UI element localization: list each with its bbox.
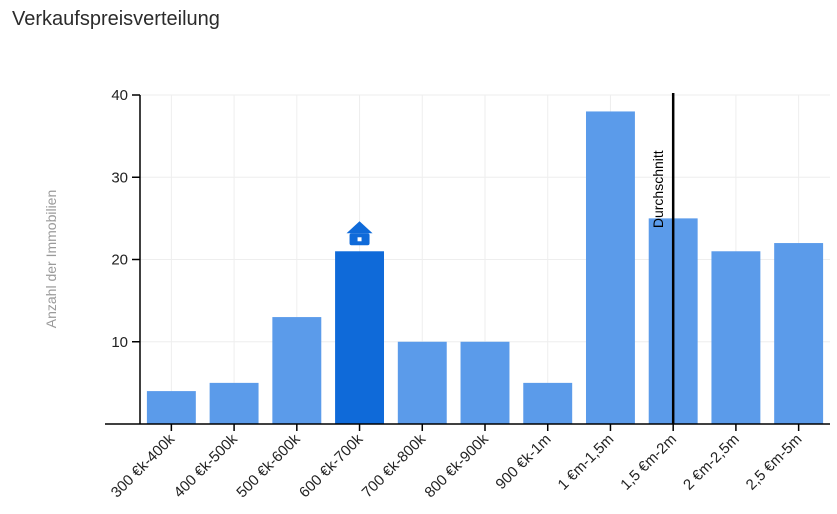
- bar[interactable]: [711, 251, 761, 424]
- x-tick-label: 700 €k-800k: [359, 430, 430, 501]
- bar[interactable]: [209, 382, 259, 424]
- y-tick-label: 30: [111, 169, 128, 186]
- house-icon-roof: [346, 221, 373, 234]
- bar[interactable]: [585, 111, 635, 424]
- bar[interactable]: [397, 341, 447, 424]
- y-tick-label: 40: [111, 87, 128, 104]
- average-layer: Durchschnitt: [650, 93, 675, 424]
- bar-highlighted[interactable]: [335, 251, 385, 424]
- y-axis-label: Anzahl der Immobilien: [43, 190, 59, 329]
- house-icon-window: [357, 237, 362, 242]
- house-icon: [346, 221, 373, 246]
- x-tick-label: 900 €k-1m: [492, 431, 554, 493]
- x-tick-label: 500 €k-600k: [233, 430, 304, 501]
- x-tick-label: 2 €m-2,5m: [680, 431, 743, 494]
- axes-layer: [105, 94, 830, 431]
- x-tick-label: 800 €k-900k: [421, 430, 492, 501]
- bar[interactable]: [523, 382, 573, 424]
- bar[interactable]: [146, 391, 196, 424]
- y-tick-label: 20: [111, 252, 128, 269]
- x-tick-label: 400 €k-500k: [171, 430, 242, 501]
- bar[interactable]: [460, 341, 510, 424]
- x-tick-label: 1,5 €m-2m: [617, 431, 680, 494]
- bar[interactable]: [774, 243, 824, 424]
- bar[interactable]: [272, 317, 322, 424]
- average-label: Durchschnitt: [650, 150, 666, 228]
- x-tick-label: 600 €k-700k: [296, 430, 367, 501]
- y-tick-label: 10: [111, 334, 128, 351]
- chart-title: Verkaufspreisverteilung: [12, 8, 220, 30]
- x-tick-label: 1 €m-1,5m: [555, 431, 618, 494]
- x-tick-label: 2,5 €m-5m: [743, 431, 806, 494]
- x-tick-label: 300 €k-400k: [108, 430, 179, 501]
